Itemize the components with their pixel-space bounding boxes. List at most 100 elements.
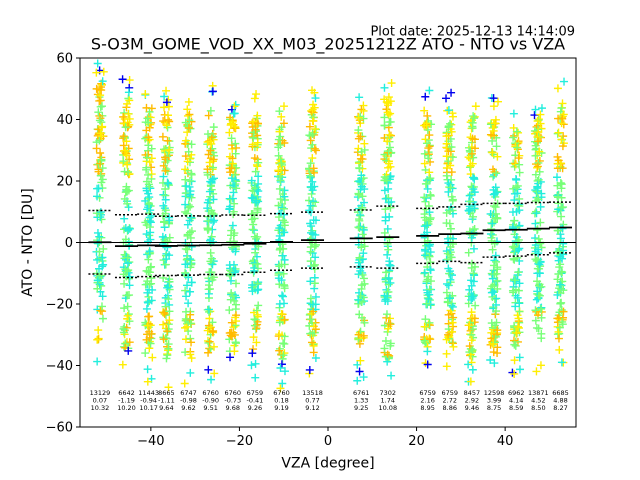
data-point	[387, 79, 396, 88]
y-tick-label: 40	[56, 113, 73, 128]
data-point	[446, 161, 455, 170]
data-point	[181, 260, 190, 269]
data-point	[145, 280, 154, 289]
data-point	[554, 114, 563, 123]
bin-std: 8.50	[531, 404, 545, 412]
data-point	[557, 358, 566, 367]
data-point	[98, 253, 107, 262]
bin-mean: 2.72	[443, 397, 457, 405]
data-point	[119, 112, 128, 121]
bin-count: 13871	[528, 389, 549, 397]
data-point	[422, 179, 431, 188]
data-point	[207, 139, 216, 148]
data-point	[277, 112, 286, 121]
data-point	[277, 159, 286, 168]
data-point	[512, 328, 521, 337]
data-point	[447, 253, 456, 262]
data-point	[488, 136, 497, 145]
bin-std: 9.46	[465, 404, 479, 412]
data-point	[99, 260, 108, 269]
data-point	[425, 131, 434, 140]
bin-count: 13129	[90, 389, 111, 397]
data-point	[165, 216, 174, 225]
data-point	[380, 186, 389, 195]
data-point	[534, 116, 543, 125]
data-point	[492, 269, 501, 278]
data-point	[556, 299, 565, 308]
data-point	[143, 298, 152, 307]
bin-std: 10.17	[139, 404, 158, 412]
data-point	[143, 365, 152, 374]
data-point	[251, 167, 260, 176]
data-point	[310, 328, 319, 337]
data-point	[124, 88, 133, 97]
data-point	[558, 99, 567, 108]
data-point	[95, 96, 104, 105]
data-point	[280, 221, 289, 230]
data-point	[532, 367, 541, 376]
data-point	[554, 334, 563, 343]
data-point	[95, 232, 104, 241]
data-point	[442, 94, 451, 103]
data-point	[144, 267, 153, 276]
data-point	[490, 359, 499, 368]
data-point	[165, 145, 174, 154]
data-point	[513, 181, 522, 190]
data-point	[275, 346, 284, 355]
data-point	[383, 357, 392, 366]
data-point	[186, 334, 195, 343]
data-point	[307, 189, 316, 198]
data-point	[165, 277, 174, 286]
data-point	[446, 275, 455, 284]
data-point	[204, 111, 213, 120]
data-point	[356, 356, 365, 365]
data-point	[278, 291, 287, 300]
data-point	[125, 338, 134, 347]
data-point	[279, 299, 288, 308]
data-point	[228, 332, 237, 341]
data-point	[209, 163, 218, 172]
data-point	[93, 357, 102, 366]
data-point	[426, 265, 435, 274]
data-point	[118, 75, 127, 84]
data-point	[123, 253, 132, 262]
data-point	[468, 134, 477, 143]
data-point	[96, 91, 105, 100]
data-point	[204, 338, 213, 347]
data-point	[442, 288, 451, 297]
data-point	[508, 368, 517, 377]
bin-points	[203, 81, 219, 384]
data-point	[98, 164, 107, 173]
bin-points	[353, 93, 369, 385]
data-point	[93, 59, 102, 68]
data-point	[203, 130, 212, 139]
data-point	[146, 263, 155, 272]
data-point	[354, 126, 363, 135]
data-point	[553, 152, 562, 161]
data-point	[308, 130, 317, 139]
data-point	[254, 301, 263, 310]
data-point	[183, 220, 192, 229]
data-point	[384, 147, 393, 156]
data-point	[226, 168, 235, 177]
data-point	[555, 280, 564, 289]
data-point	[555, 345, 564, 354]
data-point	[490, 281, 499, 290]
data-point	[311, 94, 320, 103]
data-point	[493, 152, 502, 161]
data-point	[534, 290, 543, 299]
data-point	[276, 363, 285, 372]
bin-points	[442, 88, 458, 371]
data-point	[181, 314, 190, 323]
data-point	[96, 83, 105, 92]
data-point	[358, 230, 367, 239]
data-point	[380, 228, 389, 237]
data-point	[426, 190, 435, 199]
data-point	[185, 176, 194, 185]
data-point	[306, 294, 315, 303]
bin-count: 8457	[464, 389, 481, 397]
data-point	[183, 245, 192, 254]
data-point	[533, 184, 542, 193]
data-point	[353, 376, 362, 385]
data-point	[249, 117, 258, 126]
